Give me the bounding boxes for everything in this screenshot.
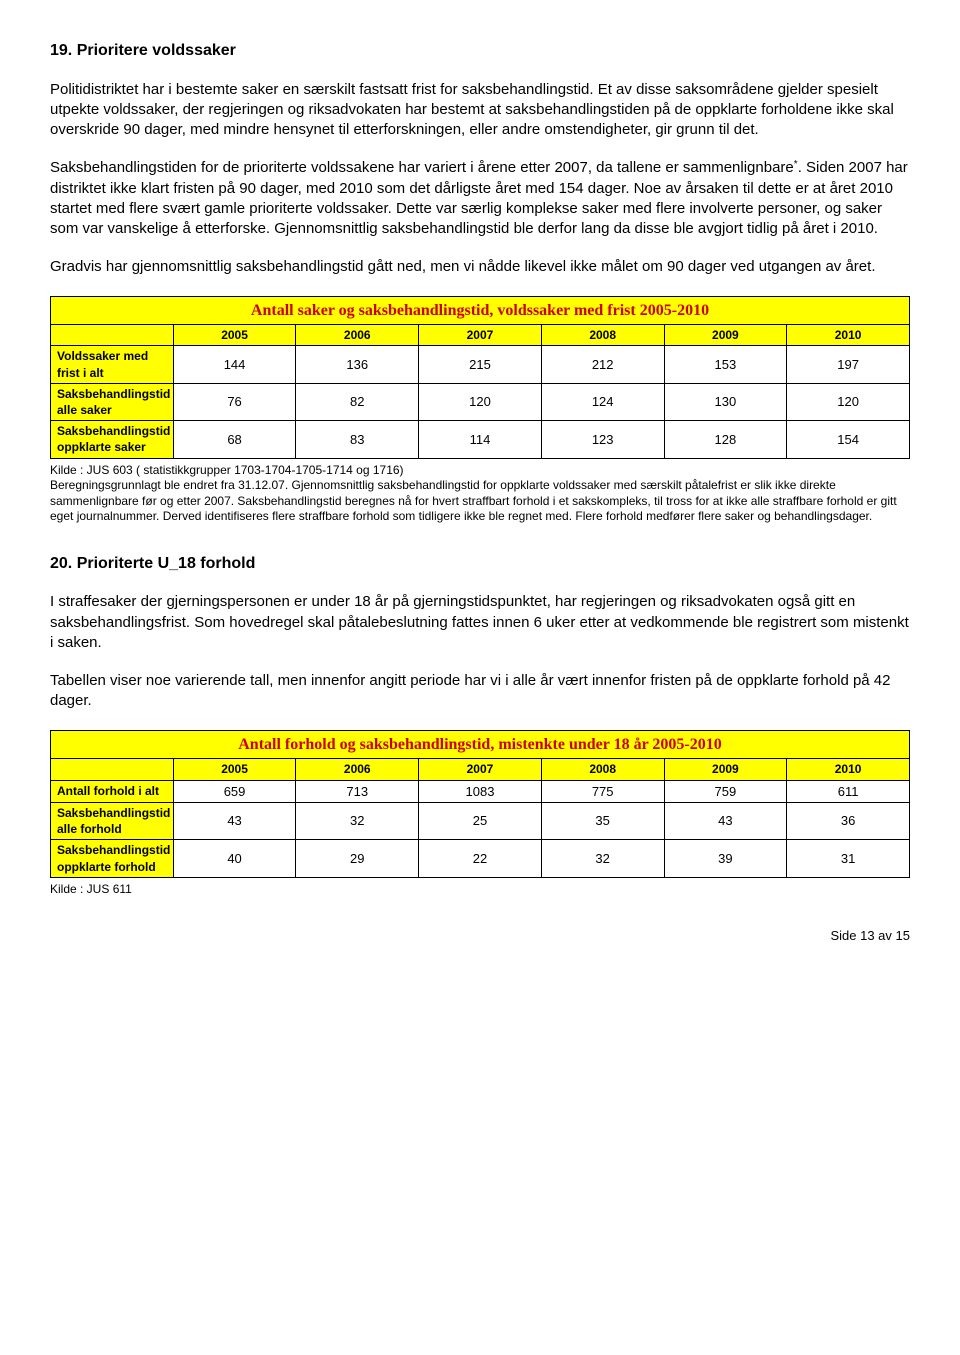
table2-cell: 43: [664, 803, 787, 840]
table1-year: 2008: [541, 325, 664, 346]
table-u18: Antall forhold og saksbehandlingstid, mi…: [50, 730, 910, 878]
table2-cell: 611: [787, 780, 910, 803]
table1-cell: 197: [787, 346, 910, 383]
p2-part-a: Saksbehandlingstiden for de prioriterte …: [50, 159, 794, 176]
table1-cell: 123: [541, 421, 664, 458]
table2-cell: 39: [664, 840, 787, 877]
section-20-p1: I straffesaker der gjerningspersonen er …: [50, 592, 910, 653]
section-20-p2: Tabellen viser noe varierende tall, men …: [50, 671, 910, 712]
section-19-p2: Saksbehandlingstiden for de prioriterte …: [50, 158, 910, 239]
table1-cell: 212: [541, 346, 664, 383]
table-row: Saksbehandlingstid oppklarte forhold 40 …: [51, 840, 910, 877]
table-row: Saksbehandlingstid oppklarte saker 68 83…: [51, 421, 910, 458]
table2-cell: 713: [296, 780, 419, 803]
table2-year: 2009: [664, 759, 787, 780]
table1-row-label: Voldssaker med frist i alt: [51, 346, 174, 383]
table2-year: 2010: [787, 759, 910, 780]
table2-cell: 35: [541, 803, 664, 840]
table1-year-row: 2005 2006 2007 2008 2009 2010: [51, 325, 910, 346]
table2-title-row: Antall forhold og saksbehandlingstid, mi…: [51, 730, 910, 759]
table2-row-label: Saksbehandlingstid alle forhold: [51, 803, 174, 840]
table1-cell: 144: [173, 346, 296, 383]
table2-cell: 775: [541, 780, 664, 803]
table1-year: 2005: [173, 325, 296, 346]
table1-cell: 82: [296, 383, 419, 420]
table1-cell: 128: [664, 421, 787, 458]
table2-row-label: Saksbehandlingstid oppklarte forhold: [51, 840, 174, 877]
table1-cell: 130: [664, 383, 787, 420]
table-row: Saksbehandlingstid alle forhold 43 32 25…: [51, 803, 910, 840]
table1-cell: 215: [419, 346, 542, 383]
table1-note: Kilde : JUS 603 ( statistikkgrupper 1703…: [50, 463, 910, 525]
table-voldssaker: Antall saker og saksbehandlingstid, vold…: [50, 296, 910, 459]
table1-cell: 120: [787, 383, 910, 420]
table1-title-row: Antall saker og saksbehandlingstid, vold…: [51, 296, 910, 325]
table1-year: 2010: [787, 325, 910, 346]
section-19-p3: Gradvis har gjennomsnittlig saksbehandli…: [50, 257, 910, 277]
table2-year: 2008: [541, 759, 664, 780]
table2-year: 2006: [296, 759, 419, 780]
table1-year-blank: [51, 325, 174, 346]
table1-cell: 153: [664, 346, 787, 383]
table-row: Voldssaker med frist i alt 144 136 215 2…: [51, 346, 910, 383]
table1-cell: 124: [541, 383, 664, 420]
table-row: Saksbehandlingstid alle saker 76 82 120 …: [51, 383, 910, 420]
section-20-heading: 20. Prioriterte U_18 forhold: [50, 553, 910, 575]
table2-cell: 659: [173, 780, 296, 803]
table2-year: 2005: [173, 759, 296, 780]
table1-year: 2007: [419, 325, 542, 346]
table1-row-label: Saksbehandlingstid oppklarte saker: [51, 421, 174, 458]
table2-cell: 36: [787, 803, 910, 840]
table1-cell: 114: [419, 421, 542, 458]
page-footer: Side 13 av 15: [50, 927, 910, 945]
table2-cell: 32: [296, 803, 419, 840]
table2-year: 2007: [419, 759, 542, 780]
table2-note: Kilde : JUS 611: [50, 882, 910, 898]
table1-cell: 68: [173, 421, 296, 458]
section-19-p1: Politidistriktet har i bestemte saker en…: [50, 80, 910, 141]
table2-cell: 1083: [419, 780, 542, 803]
table1-cell: 136: [296, 346, 419, 383]
table1-title: Antall saker og saksbehandlingstid, vold…: [51, 296, 910, 325]
table1-cell: 120: [419, 383, 542, 420]
table1-cell: 76: [173, 383, 296, 420]
table2-cell: 29: [296, 840, 419, 877]
section-19-heading: 19. Prioritere voldssaker: [50, 40, 910, 62]
table1-year: 2006: [296, 325, 419, 346]
table1-row-label: Saksbehandlingstid alle saker: [51, 383, 174, 420]
table2-title: Antall forhold og saksbehandlingstid, mi…: [51, 730, 910, 759]
table2-year-row: 2005 2006 2007 2008 2009 2010: [51, 759, 910, 780]
table1-year: 2009: [664, 325, 787, 346]
table2-year-blank: [51, 759, 174, 780]
table2-cell: 759: [664, 780, 787, 803]
table2-cell: 32: [541, 840, 664, 877]
table2-cell: 25: [419, 803, 542, 840]
table2-row-label: Antall forhold i alt: [51, 780, 174, 803]
table-row: Antall forhold i alt 659 713 1083 775 75…: [51, 780, 910, 803]
table2-cell: 31: [787, 840, 910, 877]
table2-cell: 40: [173, 840, 296, 877]
table2-cell: 22: [419, 840, 542, 877]
table1-cell: 154: [787, 421, 910, 458]
table2-cell: 43: [173, 803, 296, 840]
table1-cell: 83: [296, 421, 419, 458]
